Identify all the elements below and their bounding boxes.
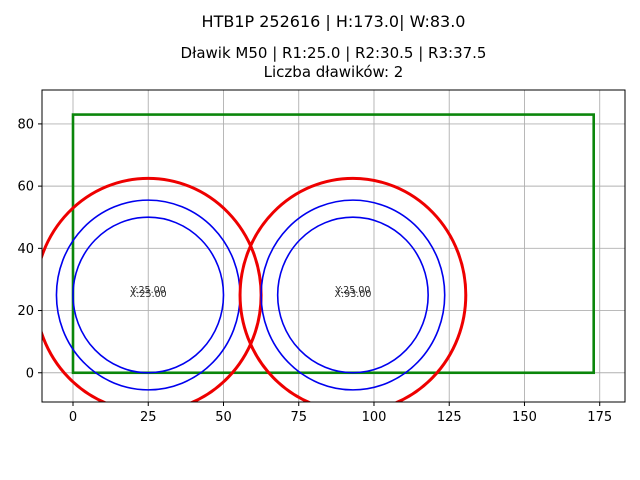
- data-layer: [42, 113, 595, 402]
- y-tick-label: 60: [17, 180, 34, 195]
- axes-spines: [41, 89, 626, 403]
- axes-title: Liczba dławików: 2: [263, 63, 404, 81]
- x-tick-label: 125: [437, 410, 462, 425]
- x-tick-label: 75: [290, 410, 307, 425]
- figure-title: HTB1P 252616 | H:173.0| W:83.0: [201, 12, 466, 31]
- x-tick-label: 50: [215, 410, 232, 425]
- y-tick-label: 40: [17, 242, 34, 257]
- gland-label-y: Y:25.00: [334, 285, 370, 296]
- gland-circle-r3: [238, 176, 468, 402]
- y-tick-label: 20: [17, 304, 34, 319]
- x-tick-label: 175: [587, 410, 612, 425]
- y-tick-label: 80: [17, 117, 34, 132]
- x-tick-label: 0: [69, 410, 77, 425]
- x-tick-label: 150: [512, 410, 537, 425]
- x-tick-label: 100: [362, 410, 387, 425]
- x-tick-label: 25: [140, 410, 157, 425]
- enclosure-outline: [71, 113, 595, 375]
- axes-subtitle: Dławik M50 | R1:25.0 | R2:30.5 | R3:37.5: [180, 44, 487, 62]
- gland-label-y: Y:25.00: [130, 285, 166, 296]
- gland-circle-r1: [72, 216, 225, 374]
- gland-label-x: X:25.00: [130, 289, 167, 300]
- y-tick-label: 0: [26, 366, 34, 381]
- gland-circle-r1: [276, 216, 429, 374]
- gland-label-x: X:93.00: [334, 289, 371, 300]
- axes-background: [42, 90, 625, 402]
- gland-circle-r2: [260, 199, 446, 391]
